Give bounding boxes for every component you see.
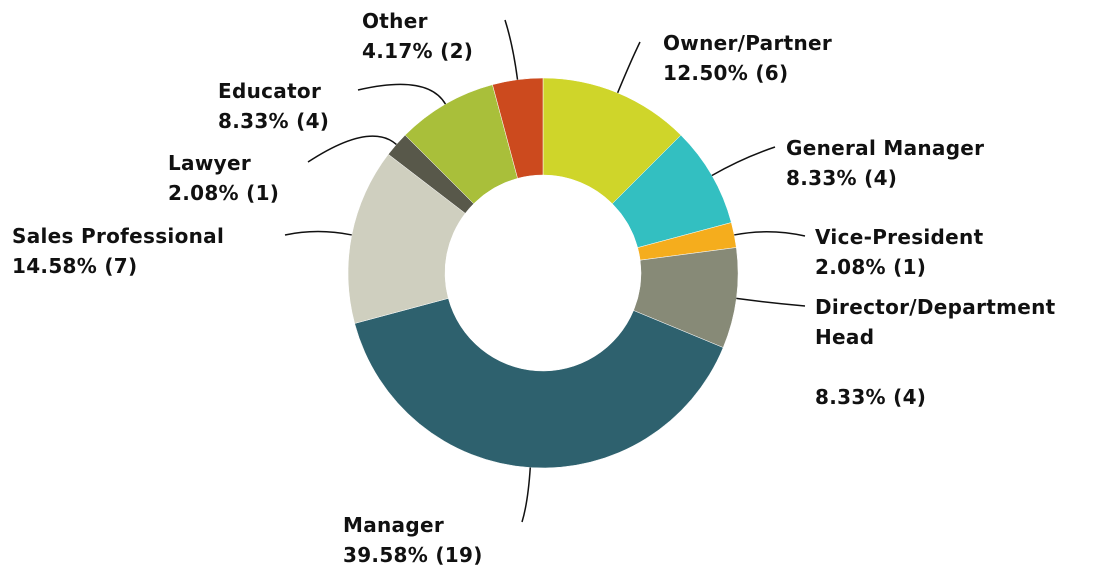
slice-label: Owner/Partner 12.50% (6) — [663, 28, 832, 88]
category-label: General Manager — [786, 136, 985, 160]
leader-line — [734, 231, 806, 237]
leader-line — [521, 467, 532, 523]
leader-line — [357, 83, 447, 105]
value-label: 2.08% (1) — [815, 255, 927, 279]
category-label: Manager — [343, 513, 444, 537]
slice-label: Vice-President 2.08% (1) — [815, 222, 983, 282]
value-label: 2.08% (1) — [168, 181, 280, 205]
slice-label: Sales Professional 14.58% (7) — [12, 221, 224, 281]
slice-label: Director/Department Head 8.33% (4) — [815, 292, 1101, 412]
category-label: Vice-President — [815, 225, 984, 249]
leader-line — [307, 135, 397, 163]
value-label: 8.33% (4) — [815, 385, 927, 409]
value-label: 39.58% (19) — [343, 543, 483, 567]
slice-label: General Manager 8.33% (4) — [786, 133, 984, 193]
category-label: Sales Professional — [12, 224, 225, 248]
leader-line — [284, 230, 352, 236]
category-label: Director/Department Head — [815, 295, 1056, 349]
donut-slice — [354, 298, 724, 469]
category-label: Lawyer — [168, 151, 251, 175]
slice-label: Educator 8.33% (4) — [218, 76, 329, 136]
category-label: Educator — [218, 79, 322, 103]
donut-slice — [347, 153, 466, 324]
value-label: 8.33% (4) — [786, 166, 898, 190]
leader-line — [616, 41, 641, 94]
slice-label: Other 4.17% (2) — [362, 6, 473, 66]
value-label: 12.50% (6) — [663, 61, 789, 85]
leader-line — [504, 19, 519, 80]
slice-label: Manager 39.58% (19) — [343, 510, 483, 570]
leader-line — [736, 297, 806, 307]
value-label: 8.33% (4) — [218, 109, 330, 133]
slice-label: Lawyer 2.08% (1) — [168, 148, 279, 208]
category-label: Owner/Partner — [663, 31, 833, 55]
leader-line — [711, 146, 776, 177]
value-label: 14.58% (7) — [12, 254, 138, 278]
donut-slice — [492, 77, 544, 179]
category-label: Other — [362, 9, 428, 33]
value-label: 4.17% (2) — [362, 39, 474, 63]
